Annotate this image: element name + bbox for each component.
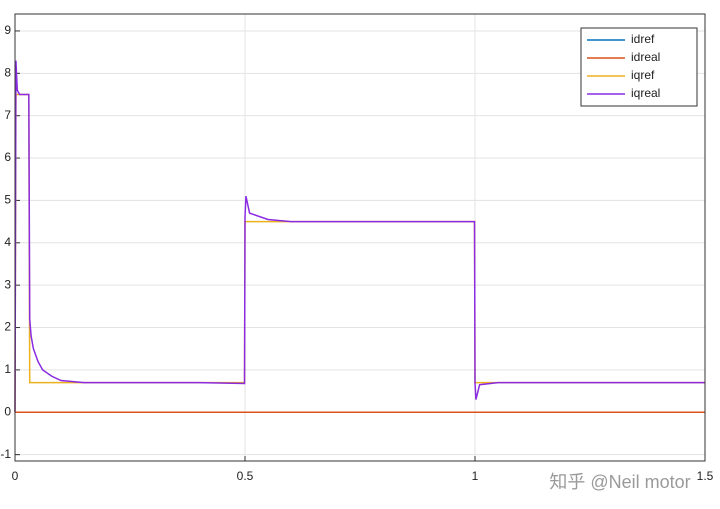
y-tick-label: 9 xyxy=(4,23,11,37)
legend-label: iqreal xyxy=(631,86,660,100)
y-tick-label: 2 xyxy=(4,320,11,334)
legend-label: idref xyxy=(631,32,655,46)
y-tick-label: 4 xyxy=(4,235,11,249)
watermark: 知乎 @Neil motor xyxy=(549,472,690,492)
series-line xyxy=(14,60,705,413)
y-tick-label: 7 xyxy=(4,108,11,122)
x-tick-label: 0.5 xyxy=(237,469,254,483)
y-tick-label: 1 xyxy=(4,362,11,376)
x-tick-label: 1.5 xyxy=(697,469,714,483)
y-tick-label: -1 xyxy=(0,447,11,461)
y-tick-label: 8 xyxy=(4,65,11,79)
y-tick-label: 3 xyxy=(4,277,11,291)
x-tick-label: 1 xyxy=(472,469,479,483)
legend-label: iqref xyxy=(631,68,655,82)
y-tick-label: 6 xyxy=(4,150,11,164)
legend-label: idreal xyxy=(631,50,660,64)
plot-border xyxy=(14,13,706,462)
y-tick-label: 5 xyxy=(4,193,11,207)
legend-box xyxy=(580,27,698,107)
x-tick-label: 0 xyxy=(12,469,19,483)
y-tick-label: 0 xyxy=(4,404,11,418)
legend: idref idreal iqref iqreal xyxy=(580,27,698,107)
